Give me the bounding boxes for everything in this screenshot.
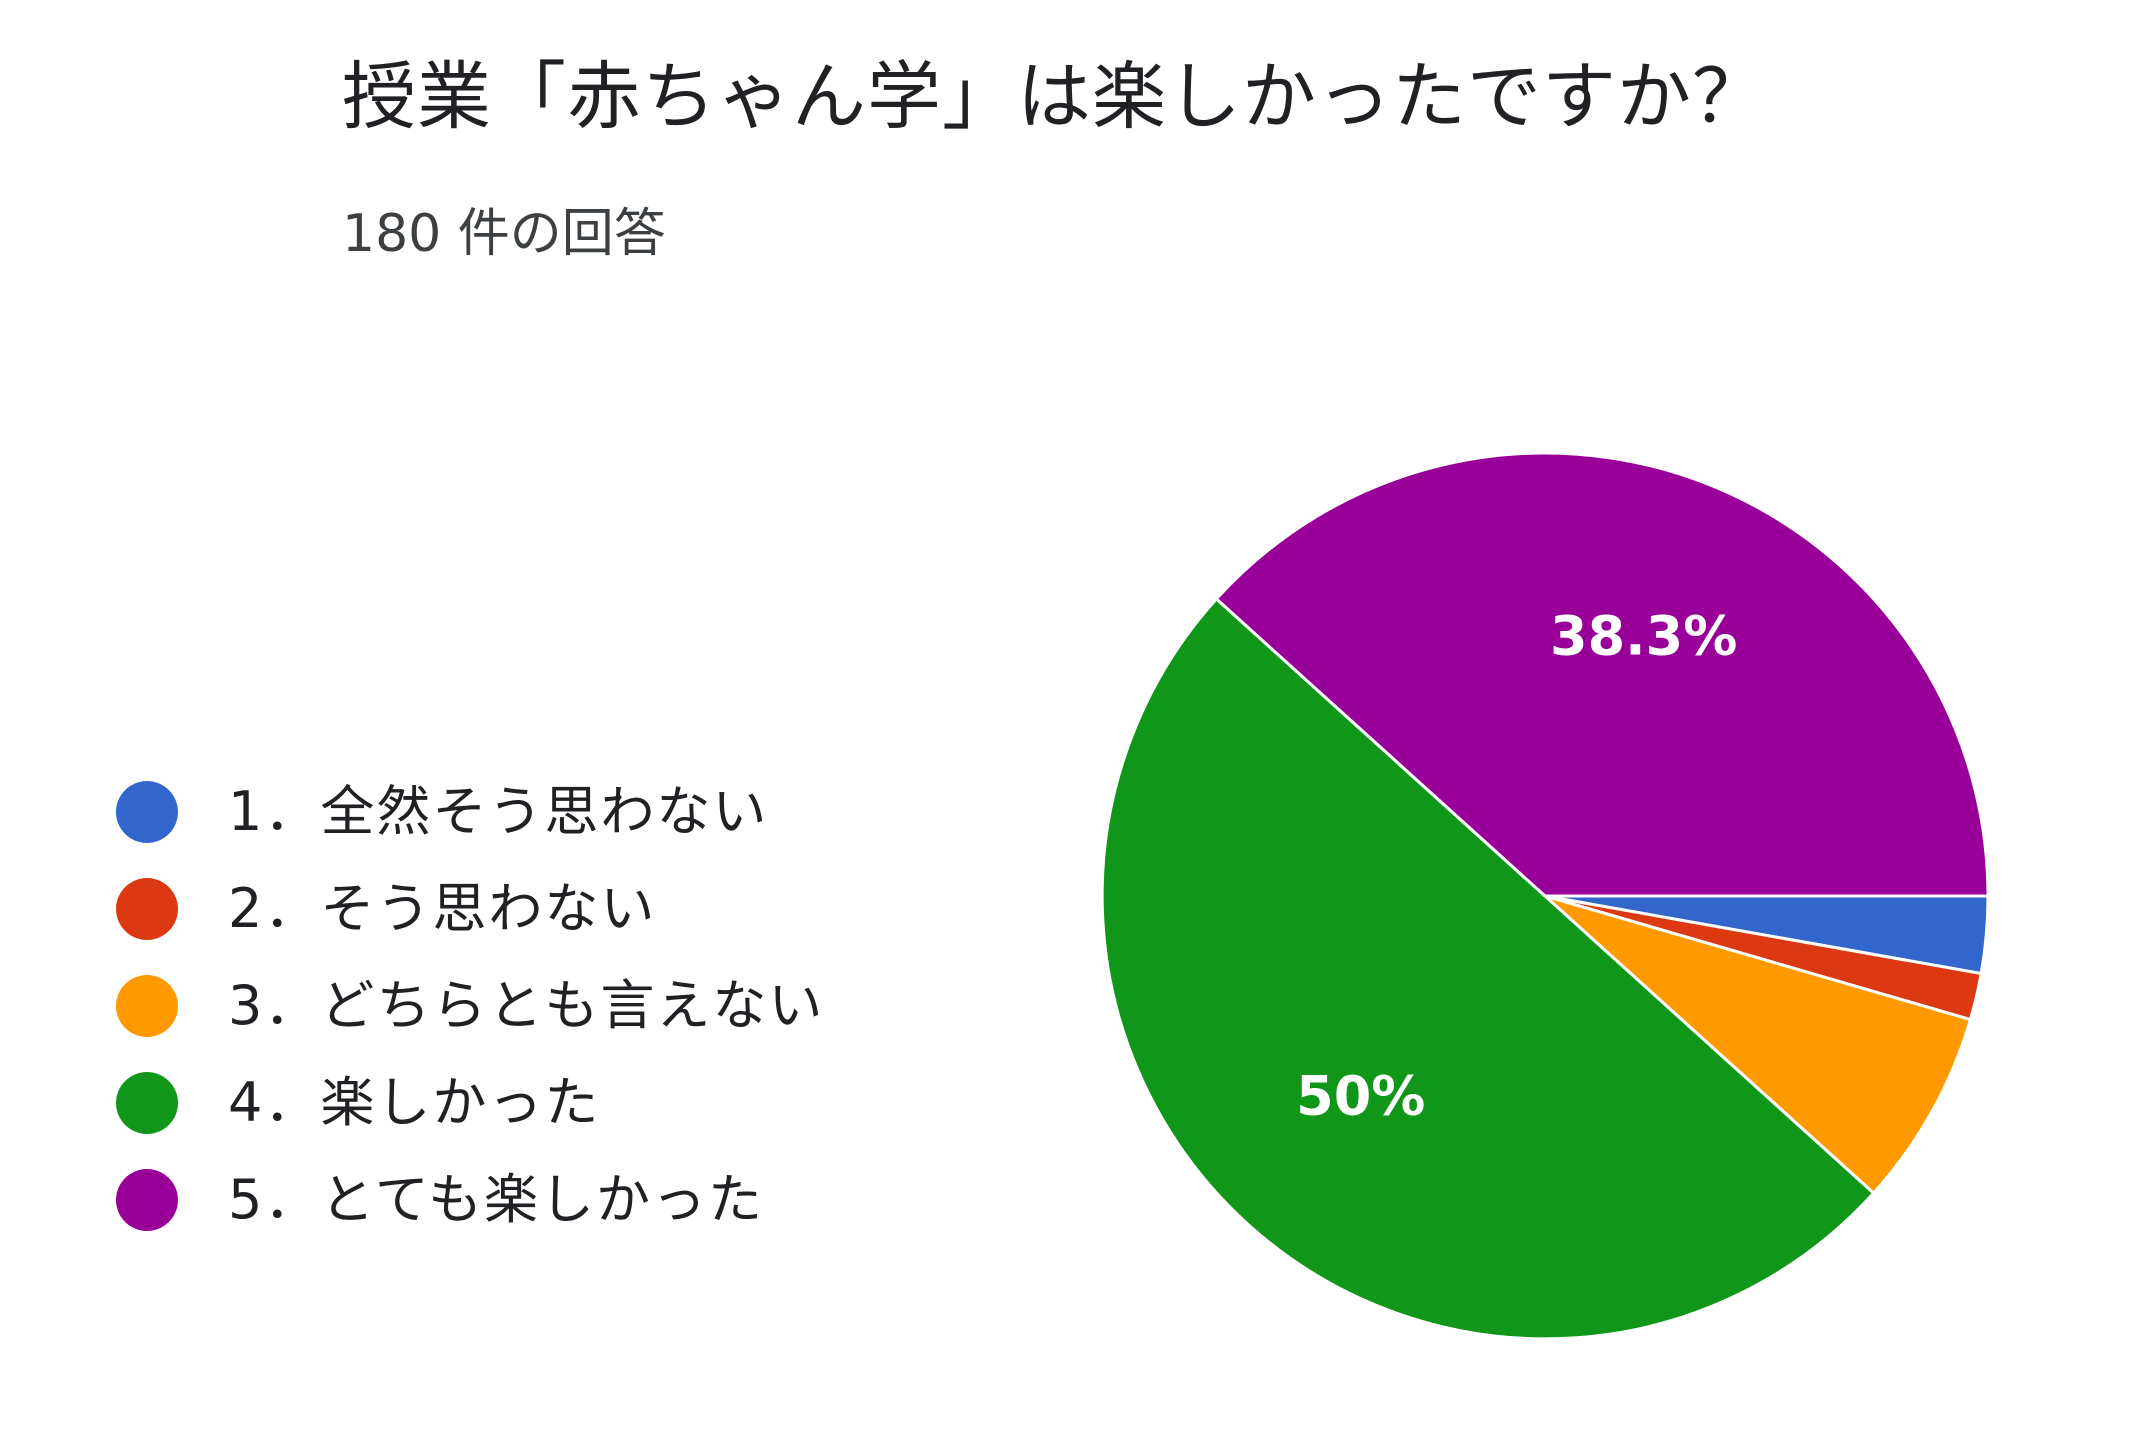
pie-slices <box>1101 451 1990 1340</box>
legend-swatch-2 <box>116 877 178 940</box>
pie-slice-label-4: 50% <box>1296 1064 1425 1127</box>
pie-slice-5[interactable] <box>1214 451 1990 898</box>
pie-slice-4[interactable] <box>1101 596 1876 1340</box>
pie-slice-label-5: 38.3% <box>1550 604 1737 667</box>
legend-item-3[interactable]: 3．どちらとも言えない <box>116 957 824 1054</box>
legend: 1．全然そう思わない 2．そう思わない 3．どちらとも言えない 4．楽しかった … <box>116 763 824 1248</box>
chart-title: 授業「赤ちゃん学」は楽しかったですか？ <box>342 54 1767 140</box>
legend-label-2: 2．そう思わない <box>228 876 657 940</box>
legend-item-2[interactable]: 2．そう思わない <box>116 860 824 957</box>
legend-label-1: 1．全然そう思わない <box>228 779 769 843</box>
pie-slice-labels: 50% 38.3% <box>1296 604 1737 1127</box>
legend-item-4[interactable]: 4．楽しかった <box>116 1054 824 1151</box>
legend-label-4: 4．楽しかった <box>228 1070 601 1134</box>
response-count: 180 件の回答 <box>342 204 666 264</box>
legend-label-5: 5．とても楽しかった <box>228 1167 765 1231</box>
legend-item-1[interactable]: 1．全然そう思わない <box>116 763 824 860</box>
legend-swatch-1 <box>116 780 178 843</box>
legend-swatch-4 <box>116 1071 178 1134</box>
legend-swatch-3 <box>116 974 178 1037</box>
legend-swatch-5 <box>116 1168 178 1231</box>
legend-label-3: 3．どちらとも言えない <box>228 973 825 1037</box>
pie-slice-3[interactable] <box>1543 894 1973 1196</box>
legend-item-5[interactable]: 5．とても楽しかった <box>116 1151 824 1248</box>
